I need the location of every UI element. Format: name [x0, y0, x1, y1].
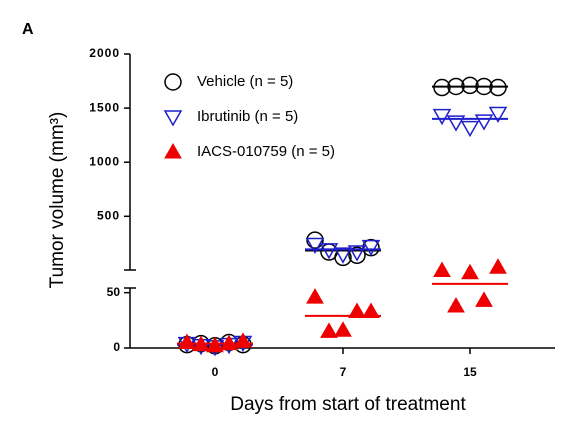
data-point — [475, 291, 493, 307]
data-point — [234, 332, 252, 348]
x-tick-label: 15 — [463, 365, 477, 379]
y-axis-label: Tumor volume (mm³) — [47, 112, 68, 289]
data-point — [489, 258, 507, 274]
data-point — [333, 247, 353, 264]
y-tick-label: 50 — [107, 285, 121, 299]
y-tick-label: 500 — [97, 208, 120, 222]
y-tick-label: 2000 — [89, 46, 120, 60]
x-tick-label: 0 — [212, 365, 219, 379]
data-point — [220, 334, 238, 351]
data-point — [460, 120, 480, 138]
legend-label: IACS-010759 (n = 5) — [197, 143, 335, 160]
data-point — [474, 114, 494, 131]
data-point — [488, 106, 508, 124]
data-point — [461, 263, 479, 280]
y-tick-label: 0 — [113, 340, 120, 354]
legend-label: Vehicle (n = 5) — [197, 73, 293, 90]
data-point — [446, 115, 466, 132]
data-point — [475, 77, 493, 96]
data-point — [489, 78, 507, 97]
data-point — [433, 78, 451, 97]
data-point — [206, 336, 224, 353]
legend-marker — [163, 110, 183, 127]
data-point — [447, 77, 465, 96]
data-point — [319, 243, 339, 260]
x-tick-label: 7 — [340, 365, 347, 379]
data-point — [461, 76, 479, 95]
data-point — [447, 296, 465, 313]
data-point — [192, 335, 210, 352]
data-point — [433, 261, 451, 278]
data-point — [347, 245, 367, 262]
data-point — [220, 333, 238, 352]
y-tick-label: 1000 — [89, 154, 120, 168]
data-point — [305, 237, 325, 254]
data-point — [432, 108, 452, 126]
data-point — [348, 246, 366, 265]
data-point — [306, 231, 324, 249]
legend-marker — [164, 142, 182, 159]
data-point — [361, 239, 381, 257]
data-point — [362, 302, 380, 318]
data-point — [348, 302, 366, 318]
panel-label: A — [22, 21, 34, 38]
legend-marker — [164, 73, 182, 91]
data-point — [306, 288, 324, 304]
y-tick-label: 1500 — [89, 100, 120, 114]
legend-label: Ibrutinib (n = 5) — [197, 108, 298, 125]
data-point — [178, 333, 196, 349]
data-point — [320, 322, 338, 338]
x-axis-label: Days from start of treatment — [230, 394, 466, 415]
data-point — [334, 321, 352, 337]
